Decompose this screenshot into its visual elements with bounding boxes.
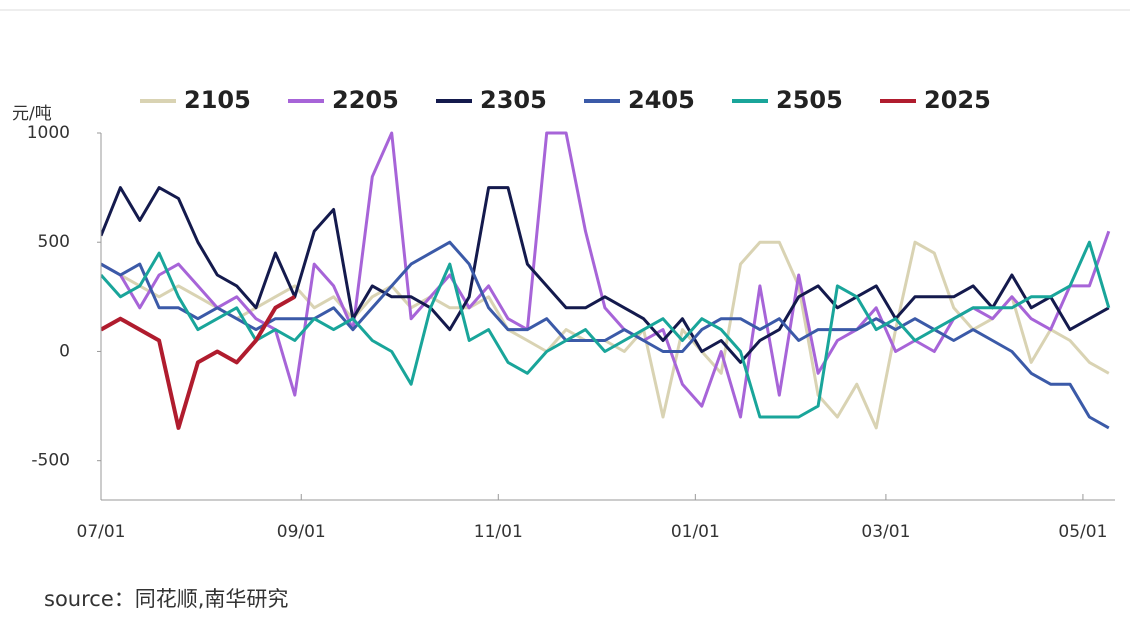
series-line	[101, 295, 296, 430]
x-tick-label: 07/01	[77, 522, 126, 542]
legend-label: 2305	[480, 86, 547, 114]
series-line	[101, 131, 1111, 419]
y-tick-label: 1000	[27, 123, 70, 143]
y-tick-label: 0	[59, 341, 70, 361]
y-tick-label: -500	[31, 451, 70, 471]
y-unit-label: 元/吨	[12, 104, 52, 124]
x-tick-label: 11/01	[474, 522, 523, 542]
y-tick-label: 500	[38, 232, 70, 252]
x-tick-label: 03/01	[861, 522, 910, 542]
x-tick-label: 01/01	[671, 522, 720, 542]
x-tick-label: 05/01	[1058, 522, 1107, 542]
series-line	[101, 186, 1110, 364]
legend-label: 2025	[924, 86, 991, 114]
source-note: source：同花顺,南华研究	[44, 587, 288, 611]
series-line	[101, 240, 1111, 419]
legend-label: 2205	[332, 86, 399, 114]
legend-label: 2105	[184, 86, 251, 114]
legend-label: 2505	[776, 86, 843, 114]
legend-label: 2405	[628, 86, 695, 114]
plot-area	[101, 131, 1111, 430]
x-tick-label: 09/01	[277, 522, 326, 542]
